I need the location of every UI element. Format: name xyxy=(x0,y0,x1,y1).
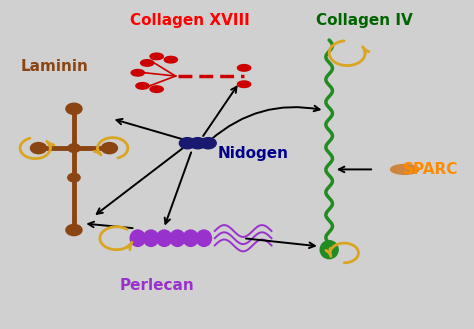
Text: SPARC: SPARC xyxy=(403,162,458,177)
Circle shape xyxy=(68,173,80,182)
Ellipse shape xyxy=(183,230,198,246)
Text: Collagen IV: Collagen IV xyxy=(316,13,413,28)
Circle shape xyxy=(190,138,206,149)
Text: Perlecan: Perlecan xyxy=(119,278,194,293)
Text: Laminin: Laminin xyxy=(21,59,89,74)
Ellipse shape xyxy=(131,69,145,76)
Ellipse shape xyxy=(237,64,251,71)
Circle shape xyxy=(68,144,80,152)
Circle shape xyxy=(101,142,118,154)
Text: Collagen XVIII: Collagen XVIII xyxy=(130,13,250,28)
Ellipse shape xyxy=(170,230,185,246)
Ellipse shape xyxy=(320,241,338,259)
Ellipse shape xyxy=(141,60,154,66)
Ellipse shape xyxy=(156,230,172,246)
Ellipse shape xyxy=(150,53,163,60)
Circle shape xyxy=(66,224,82,236)
Circle shape xyxy=(30,142,46,154)
Ellipse shape xyxy=(196,230,211,246)
Ellipse shape xyxy=(136,83,149,89)
Circle shape xyxy=(66,103,82,114)
Ellipse shape xyxy=(164,56,177,63)
Ellipse shape xyxy=(130,230,146,246)
Ellipse shape xyxy=(237,81,251,88)
Ellipse shape xyxy=(150,86,163,92)
Text: Nidogen: Nidogen xyxy=(218,145,289,161)
Circle shape xyxy=(200,138,216,149)
Circle shape xyxy=(179,138,195,149)
Ellipse shape xyxy=(144,230,158,246)
Ellipse shape xyxy=(391,164,419,174)
